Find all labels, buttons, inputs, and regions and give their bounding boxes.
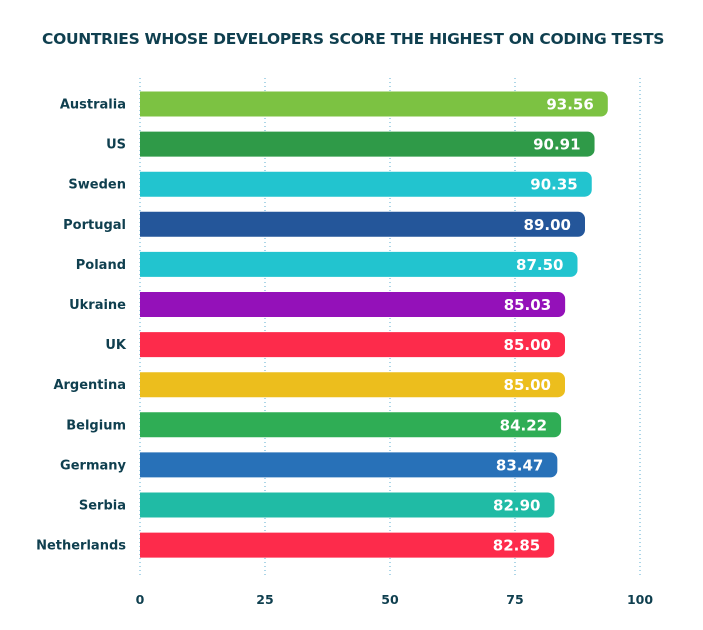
category-label: Sweden [68,178,126,193]
value-label: 85.00 [504,336,551,354]
bar-belgium [140,412,562,438]
value-label: 85.03 [504,296,551,314]
category-labels: Australia US Sweden Portugal Poland Ukraine UK… [36,98,127,554]
bar-argentina [140,372,565,398]
x-tick-label: 100 [627,592,653,607]
x-tick-label: 25 [256,592,273,607]
x-tick-label: 0 [136,592,145,607]
category-label: Ukraine [69,298,126,313]
bar-portugal [140,211,585,237]
value-label: 85.00 [504,376,551,394]
value-label: 82.90 [493,497,540,515]
value-label: 82.85 [493,537,540,555]
bar-us [140,131,595,157]
value-label: 90.91 [533,136,580,154]
bars: 93.56 90.91 90.35 89.00 87.50 85.03 85.00 85.00… [140,91,608,558]
bar-germany [140,452,558,478]
category-label: Argentina [53,378,126,393]
category-label: US [106,138,126,153]
x-tick-label: 75 [506,592,523,607]
value-label: 87.50 [516,256,563,274]
bar-australia [140,91,608,117]
x-axis-ticks: 0 25 50 75 100 [136,592,654,607]
x-tick-label: 50 [381,592,399,607]
category-label: Serbia [79,499,126,514]
chart-title: COUNTRIES WHOSE DEVELOPERS SCORE THE HIG… [42,30,665,48]
bar-serbia [140,492,555,518]
value-label: 83.47 [496,456,543,474]
bar-uk [140,332,565,358]
bar-sweden [140,171,592,197]
category-label: Netherlands [36,539,126,554]
value-label: 90.35 [530,176,577,194]
category-label: Belgium [66,418,126,433]
category-label: Australia [60,98,126,113]
bar-ukraine [140,292,566,317]
category-label: Poland [76,258,126,273]
value-label: 89.00 [524,216,571,234]
category-label: Portugal [63,218,126,233]
bar-netherlands [140,532,555,558]
value-label: 84.22 [500,416,547,434]
category-label: Germany [60,458,126,473]
category-label: UK [105,338,127,353]
bar-poland [140,251,578,277]
value-label: 93.56 [546,96,593,114]
grid-lines [139,78,641,575]
